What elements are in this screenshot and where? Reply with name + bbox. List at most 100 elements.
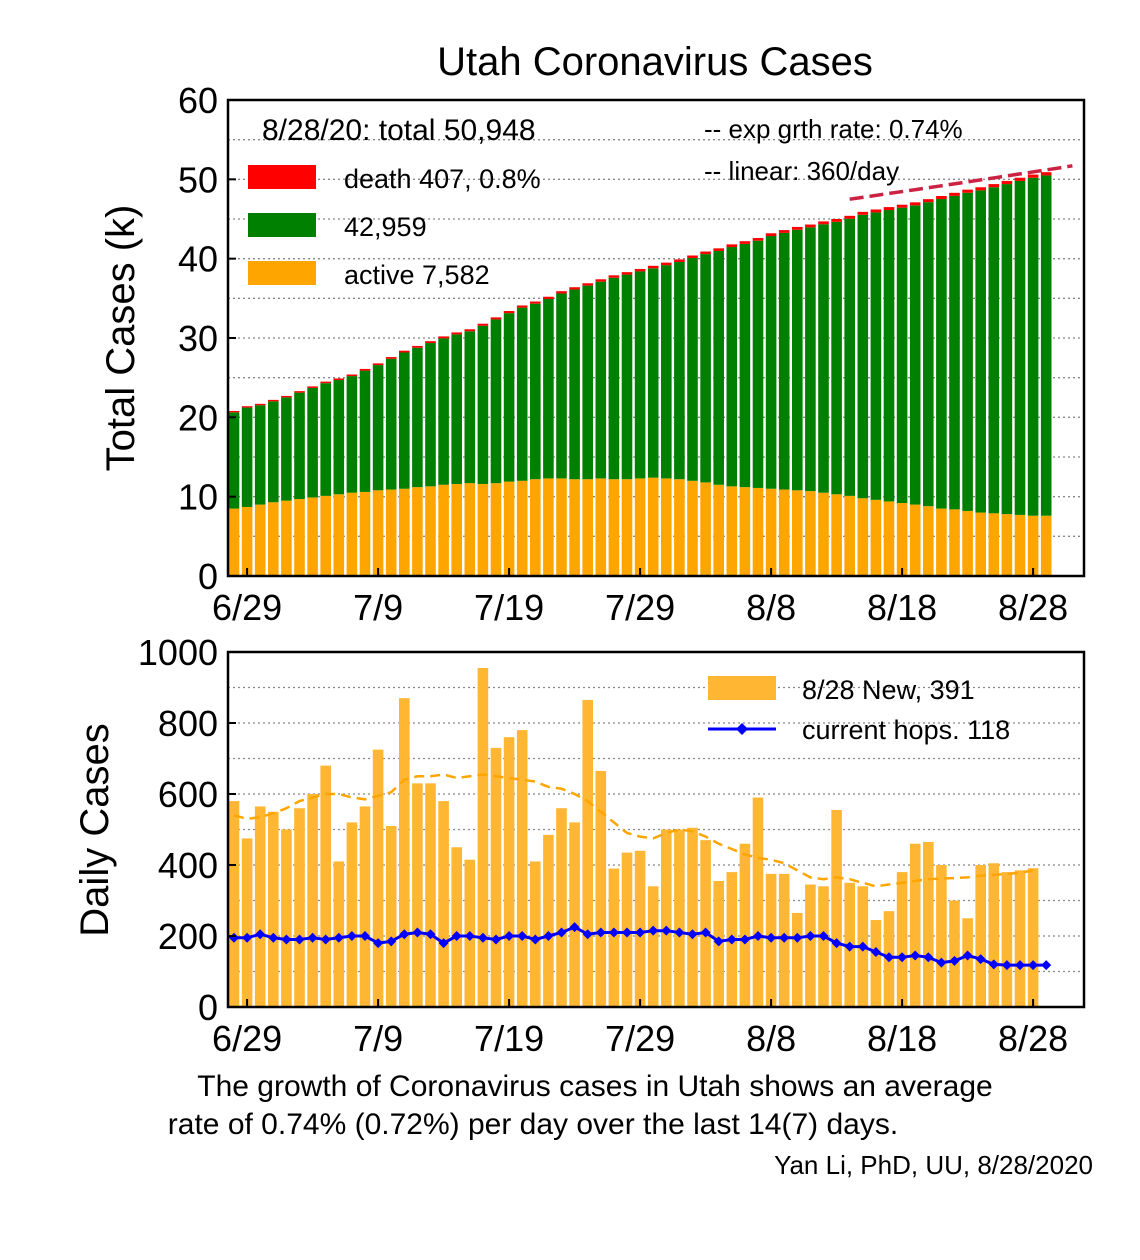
bottom-y-tick-label: 1000 [138,632,218,673]
bar-recovered [1014,180,1026,515]
daily-bar [674,829,685,1007]
daily-bar [962,918,973,1007]
bar-recovered [359,370,371,492]
bar-recovered [582,285,593,480]
bar-active [844,495,855,576]
hosp-marker [844,941,855,952]
hosp-marker [1001,960,1012,971]
daily-bar [870,920,882,1007]
bar-active [752,487,764,576]
bar-death [333,378,345,381]
bar-recovered [1040,175,1052,516]
bar-active [530,479,541,576]
bar-death [988,184,1000,188]
bar-recovered [490,319,502,484]
bar-death [1040,172,1052,176]
hosp-marker [504,931,515,941]
hosp-marker [988,959,999,970]
daily-bar [294,808,305,1007]
moving-average-line [233,773,1034,888]
bar-death [464,329,476,332]
hosp-marker [477,932,488,943]
hosp-marker [884,952,894,963]
hosp-marker [818,931,829,941]
hosp-marker [307,932,318,943]
legend-label-hosp: current hops. 118 [802,715,1010,745]
bar-death [412,345,423,348]
bottom-y-tick-label: 800 [158,703,218,744]
hosp-marker [870,946,881,957]
daily-bar [372,749,384,1007]
bar-active [726,486,738,576]
daily-bar [896,872,908,1007]
legend-label-recovered: 42,959 [344,212,427,242]
hosp-marker [438,938,449,949]
hosp-marker [857,941,868,952]
hosp-marker [753,931,763,941]
bar-recovered [399,352,410,489]
bottom-x-tick-label: 6/29 [212,1018,282,1059]
caption-line-1: The growth of Coronavirus cases in Utah … [197,1070,992,1103]
daily-bar [438,801,449,1007]
bar-active [949,509,960,576]
bar-recovered [294,392,305,500]
bar-active [451,483,462,576]
bar-death [752,238,764,241]
bar-death [831,219,842,222]
bar-active [254,504,266,576]
caption-credit: Yan Li, PhD, UU, 8/28/2020 [774,1150,1093,1180]
bar-active [765,488,777,576]
bar-death [792,226,803,230]
daily-bar [530,861,541,1007]
exp-growth-annotation: -- exp grth rate: 0.74% [704,114,963,144]
top-x-tick-label: 7/19 [474,587,544,628]
bar-death [634,268,646,272]
hosp-marker [386,936,397,947]
bar-active [228,508,240,576]
hosp-marker [608,927,619,938]
daily-bar [739,843,751,1007]
daily-bar [818,886,829,1007]
bar-active [1001,514,1013,576]
top-x-tick-label: 8/28 [998,587,1068,628]
daily-bar [805,884,816,1007]
bar-death [268,399,279,402]
bar-death [739,241,751,244]
bar-active [543,478,554,576]
bar-active [241,506,253,576]
hosp-marker [268,932,279,943]
bar-active [294,499,305,576]
bar-death [896,204,908,208]
hosp-marker [242,932,253,943]
daily-cases-panel: 0 200 400 600 800 1000 6/29 7/9 7/19 7/29 8/8 8/18… [73,632,1086,1059]
hosp-marker [635,927,646,938]
bar-death [307,386,318,388]
hosp-marker [346,931,357,941]
hosp-marker [556,927,567,938]
bar-death [556,291,567,294]
bar-death [281,395,292,398]
bar-active [281,500,292,576]
bar-active [792,490,803,576]
bar-active [333,494,345,576]
bar-death [451,332,462,335]
hosp-marker [517,931,528,941]
bar-active [1027,515,1039,576]
bar-death [490,317,502,320]
bar-active [936,508,947,576]
bar-recovered [988,187,1000,514]
hosp-marker [1028,960,1039,971]
bar-death [595,279,607,282]
bar-recovered [621,274,633,480]
daily-bar [346,822,358,1007]
hosp-marker [805,931,816,941]
bar-death [923,199,934,203]
bottom-plot-frame [226,650,1086,1009]
hosp-marker [595,927,606,938]
hosp-marker [713,936,724,947]
daily-bar [988,863,1000,1007]
bar-recovered [595,281,607,479]
bar-recovered [516,307,528,481]
bar-recovered [530,303,541,480]
bar-death [359,368,371,371]
